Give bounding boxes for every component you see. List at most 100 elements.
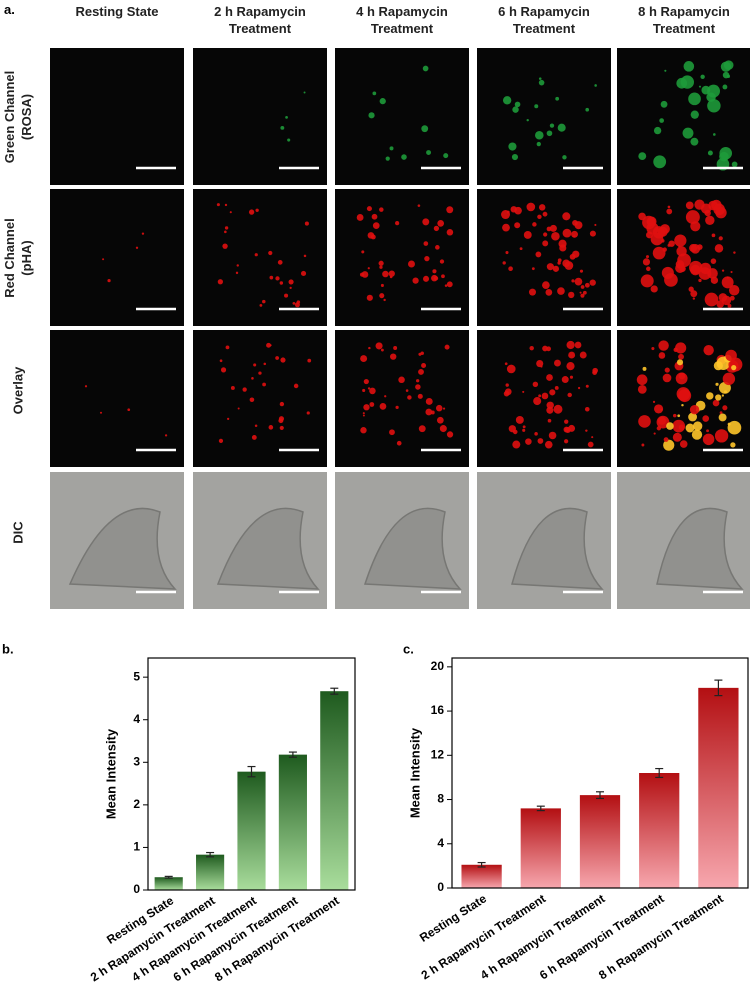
vesicle (585, 107, 590, 112)
y-tick-label: 5 (133, 669, 140, 683)
vesicle (306, 411, 310, 415)
vesicle (706, 429, 709, 433)
micrograph (50, 189, 184, 326)
vesicle (535, 251, 542, 258)
vesicle (135, 246, 139, 249)
vesicle (707, 150, 713, 156)
vesicle (526, 202, 536, 212)
vesicle (704, 209, 711, 217)
vesicle (229, 211, 232, 214)
vesicle (362, 414, 365, 417)
vesicle (425, 408, 433, 416)
vesicle (525, 438, 532, 445)
vesicle (537, 214, 542, 220)
vesicle (284, 293, 289, 298)
vesicle (269, 275, 274, 280)
vesicle (707, 99, 721, 113)
vesicle (731, 365, 737, 371)
error-bar (714, 679, 723, 697)
vesicle (437, 220, 445, 227)
micrograph (50, 330, 184, 467)
vesicle (361, 271, 369, 278)
vesicle (545, 289, 553, 296)
vesicle (710, 258, 717, 264)
y-tick-label: 3 (133, 754, 140, 768)
vesicle (424, 256, 430, 262)
vesicle (571, 279, 575, 283)
vesicle (401, 154, 407, 160)
vesicle (592, 367, 598, 374)
vesicle (236, 264, 239, 267)
vesicle (523, 231, 532, 239)
cell-outline (363, 507, 462, 590)
vesicle (423, 241, 429, 246)
vesicle (685, 210, 700, 225)
vesicle (383, 298, 386, 302)
bar (320, 691, 349, 890)
vesicle (395, 220, 400, 226)
y-tick-label: 12 (431, 747, 445, 761)
vesicle (219, 359, 223, 363)
vesicle (713, 133, 716, 136)
vesicle (721, 276, 734, 289)
y-tick-label: 4 (133, 712, 140, 726)
vesicle (224, 226, 229, 230)
vesicle (227, 417, 230, 421)
vesicle (688, 92, 701, 106)
vesicle (263, 362, 267, 366)
cell-outline (216, 507, 320, 590)
vesicle (690, 137, 699, 146)
vesicle (636, 374, 648, 386)
vesicle (562, 228, 572, 238)
plot-frame (147, 657, 356, 891)
vesicle (249, 397, 255, 403)
vesicle (658, 352, 666, 359)
vesicle (439, 425, 447, 433)
vesicle (549, 123, 555, 128)
vesicle (446, 431, 454, 438)
vesicle (379, 293, 385, 299)
vesicle (689, 404, 700, 415)
vesicle (564, 439, 569, 444)
vesicle (557, 123, 566, 132)
vesicle (645, 231, 653, 239)
vesicle (379, 98, 386, 105)
vesicle (653, 432, 656, 435)
vesicle (675, 372, 688, 385)
column-header: 6 h Rapamycin Treatment (498, 4, 590, 36)
vesicle (571, 230, 578, 238)
vesicle (360, 355, 368, 363)
vesicle (585, 384, 589, 388)
vesicle (646, 216, 657, 227)
error-bar (596, 791, 604, 800)
vesicle (733, 251, 736, 254)
vesicle (666, 208, 673, 215)
vesicle (430, 410, 435, 415)
micrograph (50, 48, 184, 185)
vesicle (660, 100, 668, 108)
column-header: 8 h Rapamycin Treatment (638, 4, 730, 36)
vesicle (702, 415, 710, 422)
vesicle (432, 269, 437, 274)
vesicle (218, 438, 224, 444)
vesicle (659, 118, 664, 123)
micrograph (193, 330, 327, 467)
vesicle (504, 388, 512, 396)
vesicle (594, 84, 597, 87)
vesicle (287, 138, 291, 142)
vesicle (510, 206, 518, 213)
vesicle (446, 281, 453, 288)
vesicle (568, 291, 575, 299)
vesicle (538, 79, 545, 86)
vesicle (663, 437, 669, 443)
vesicle (425, 398, 433, 405)
vesicle (259, 303, 263, 307)
vesicle (557, 287, 565, 295)
vesicle (512, 440, 521, 449)
vesicle (562, 212, 571, 221)
vesicle (580, 293, 585, 298)
vesicle (701, 85, 711, 95)
vesicle (683, 61, 695, 72)
row-label: Green Channel (ROSA) (2, 70, 34, 163)
